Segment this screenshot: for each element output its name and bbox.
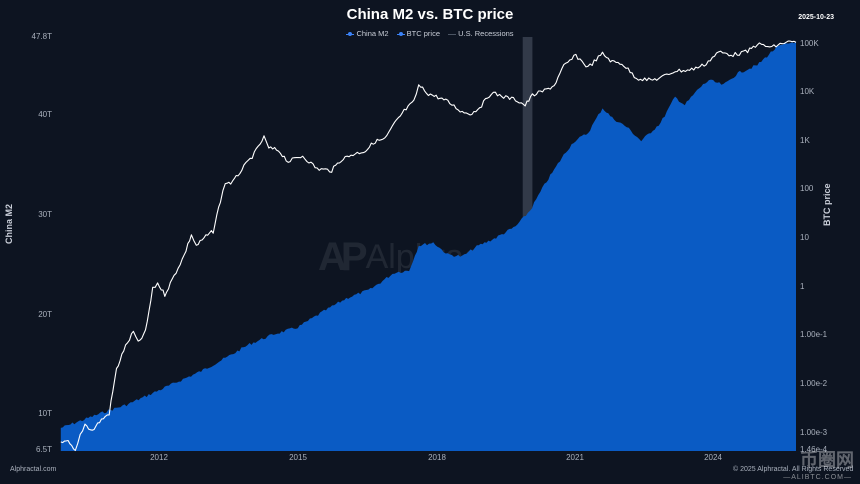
right-axis-tick: 100 [800, 184, 814, 193]
legend-marker-icon [396, 32, 405, 37]
right-axis-label: BTC price [822, 183, 832, 226]
right-axis-tick: 1.46e-4 [800, 445, 828, 454]
right-axis-tick: 1 [800, 282, 805, 291]
left-axis-tick: 47.8T [31, 32, 52, 41]
chart-legend: China M2 BTC price U.S. Recessions [0, 29, 860, 38]
x-axis-tick: 2012 [150, 453, 168, 462]
right-axis-tick: 1.00e-3 [800, 428, 828, 437]
legend-item-china-m2[interactable]: China M2 [346, 29, 389, 38]
china-m2-area [60, 41, 797, 451]
right-axis-tick: 10K [800, 87, 815, 96]
right-axis-tick: 1.00e-2 [800, 379, 828, 388]
left-axis-tick: 20T [38, 310, 52, 319]
alibtc-watermark-sub: —ALIBTC.COM— [783, 474, 852, 481]
right-axis-tick: 1K [800, 136, 810, 145]
right-axis-tick: 10 [800, 233, 809, 242]
right-axis-tick: 1.00e-1 [800, 330, 828, 339]
x-axis-tick: 2018 [428, 453, 446, 462]
left-axis-tick: 6.5T [35, 445, 52, 454]
footer-copyright: © 2025 Alphractal. All Rights Reserved [733, 466, 854, 473]
chart-date: 2025-10-23 [798, 14, 834, 21]
x-axis-tick: 2024 [704, 453, 722, 462]
left-axis-tick: 30T [38, 210, 52, 219]
legend-marker-icon [448, 33, 457, 35]
legend-item-btc-price[interactable]: BTC price [396, 29, 440, 38]
x-axis-tick: 2015 [289, 453, 307, 462]
chart-title: China M2 vs. BTC price [346, 6, 514, 23]
left-axis-tick: 10T [38, 409, 52, 418]
footer-site-link[interactable]: Alphractal.com [10, 466, 57, 473]
btc-price-line [60, 40, 797, 452]
legend-marker-icon [346, 32, 355, 37]
x-axis-tick: 2021 [566, 453, 584, 462]
alibtc-watermark: 币圈网 [800, 450, 854, 470]
left-axis-tick: 40T [38, 110, 52, 119]
left-axis-label: China M2 [4, 203, 14, 244]
alphractal-logo-icon: AP [318, 235, 368, 279]
right-axis-tick: 100K [800, 39, 819, 48]
legend-item-us-recessions[interactable]: U.S. Recessions [448, 29, 514, 38]
